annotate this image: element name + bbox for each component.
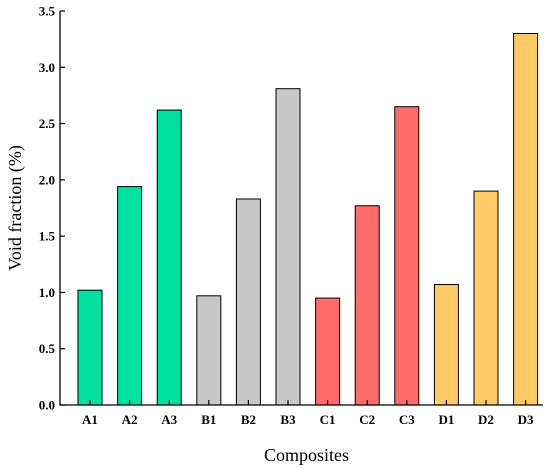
y-axis-ticks: 0.0 0.5 1.0 1.5 2.0 2.5 3.0 3.5 <box>39 4 65 413</box>
plot-frame <box>59 11 543 406</box>
bar-d1 <box>433 284 459 406</box>
bar-c1 <box>315 297 341 406</box>
y-tick-label: 3.0 <box>39 60 55 75</box>
x-tick-label: C3 <box>399 412 415 427</box>
x-tick-label: A1 <box>82 412 98 427</box>
bar-b2 <box>235 198 261 406</box>
y-tick-label: 1.5 <box>39 229 56 244</box>
x-tick-label: B3 <box>280 412 296 427</box>
x-tick-label: B1 <box>201 412 216 427</box>
y-tick-label: 0.0 <box>39 398 55 413</box>
x-tick-label: C1 <box>320 412 336 427</box>
y-tick-label: 1.0 <box>39 285 55 300</box>
x-axis-ticks: A1 A2 A3 B1 B2 B3 C1 C2 C3 D1 D2 D3 <box>82 400 534 427</box>
x-tick-label: B2 <box>241 412 256 427</box>
x-tick-label: A3 <box>161 412 177 427</box>
bar-a3 <box>156 109 182 406</box>
x-tick-label: D2 <box>478 412 494 427</box>
bar-b3 <box>275 88 301 406</box>
x-tick-label: A2 <box>122 412 138 427</box>
bar-a1 <box>77 289 103 406</box>
bar-d2 <box>473 190 499 406</box>
bars-group <box>77 33 539 406</box>
x-tick-label: C2 <box>359 412 375 427</box>
y-tick-label: 3.5 <box>39 4 56 19</box>
bar-a2 <box>117 186 143 406</box>
bar-d3 <box>513 33 539 406</box>
y-tick-label: 2.0 <box>39 172 55 187</box>
y-tick-label: 2.5 <box>39 116 56 131</box>
bar-b1 <box>196 295 222 406</box>
bar-c3 <box>394 106 420 406</box>
x-tick-label: D1 <box>438 412 454 427</box>
y-axis-title: Void fraction (%) <box>5 145 26 271</box>
x-axis-title: Composites <box>264 445 349 465</box>
y-tick-label: 0.5 <box>39 341 56 356</box>
x-tick-label: D3 <box>518 412 534 427</box>
bar-c2 <box>354 205 380 406</box>
